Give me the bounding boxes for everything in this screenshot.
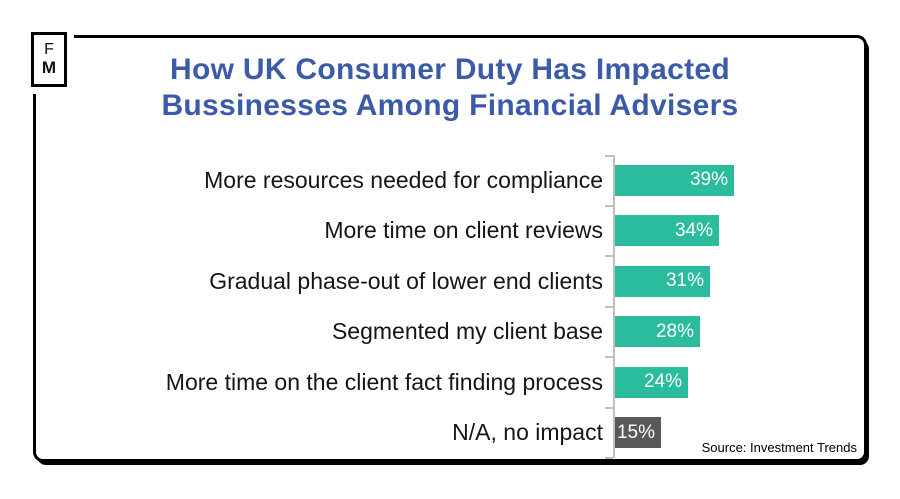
- bar: 24%: [615, 366, 688, 398]
- category-label: More resources needed for compliance: [204, 166, 603, 193]
- bar-value-label: 28%: [655, 320, 694, 342]
- bar-value-label: 39%: [689, 169, 728, 191]
- category-label: More time on the client fact finding pro…: [165, 368, 603, 395]
- bar-value-label: 34%: [674, 219, 713, 241]
- logo-letter-f: F: [44, 41, 54, 59]
- source-attribution: Source: Investment Trends: [701, 440, 857, 455]
- bar-value-label: 15%: [616, 421, 655, 443]
- chart-row: More time on the client fact finding pro…: [36, 357, 864, 408]
- chart-row: Gradual phase-out of lower end clients 31…: [36, 256, 864, 307]
- bar: 34%: [615, 215, 719, 247]
- chart-frame: How UK Consumer Duty Has Impacted Bussine…: [33, 35, 867, 462]
- chart-title-line1: How UK Consumer Duty Has Impacted: [170, 53, 730, 86]
- category-label: Gradual phase-out of lower end clients: [209, 267, 603, 294]
- chart-row: Segmented my client base 28%: [36, 307, 864, 358]
- axis-tick: [605, 306, 613, 308]
- bar-chart-rows: More resources needed for compliance 39% M…: [36, 155, 864, 458]
- fm-logo: F M: [31, 32, 67, 87]
- bar-value-label: 24%: [643, 371, 682, 393]
- bar-value-label: 31%: [665, 270, 704, 292]
- category-label: N/A, no impact: [452, 419, 603, 446]
- logo-letter-m: M: [41, 57, 57, 77]
- bar: 15%: [615, 417, 661, 449]
- axis-tick: [605, 205, 613, 207]
- axis-tick: [605, 255, 613, 257]
- chart-row: N/A, no impact 15%: [36, 408, 864, 459]
- bar: 28%: [615, 316, 700, 348]
- chart-row: More time on client reviews 34%: [36, 206, 864, 257]
- chart-title: How UK Consumer Duty Has Impacted Bussine…: [36, 52, 864, 124]
- axis-tick: [605, 155, 613, 157]
- axis-tick: [605, 356, 613, 358]
- bar-chart: More resources needed for compliance 39% M…: [36, 155, 864, 459]
- bar: 31%: [615, 265, 710, 297]
- chart-row: More resources needed for compliance 39%: [36, 155, 864, 206]
- axis-tick: [605, 457, 613, 459]
- bar: 39%: [615, 164, 734, 196]
- chart-title-line2: Bussinesses Among Financial Advisers: [161, 89, 739, 122]
- category-label: Segmented my client base: [331, 318, 603, 345]
- axis-tick: [605, 407, 613, 409]
- category-axis-line: [613, 155, 615, 458]
- category-label: More time on client reviews: [324, 217, 603, 244]
